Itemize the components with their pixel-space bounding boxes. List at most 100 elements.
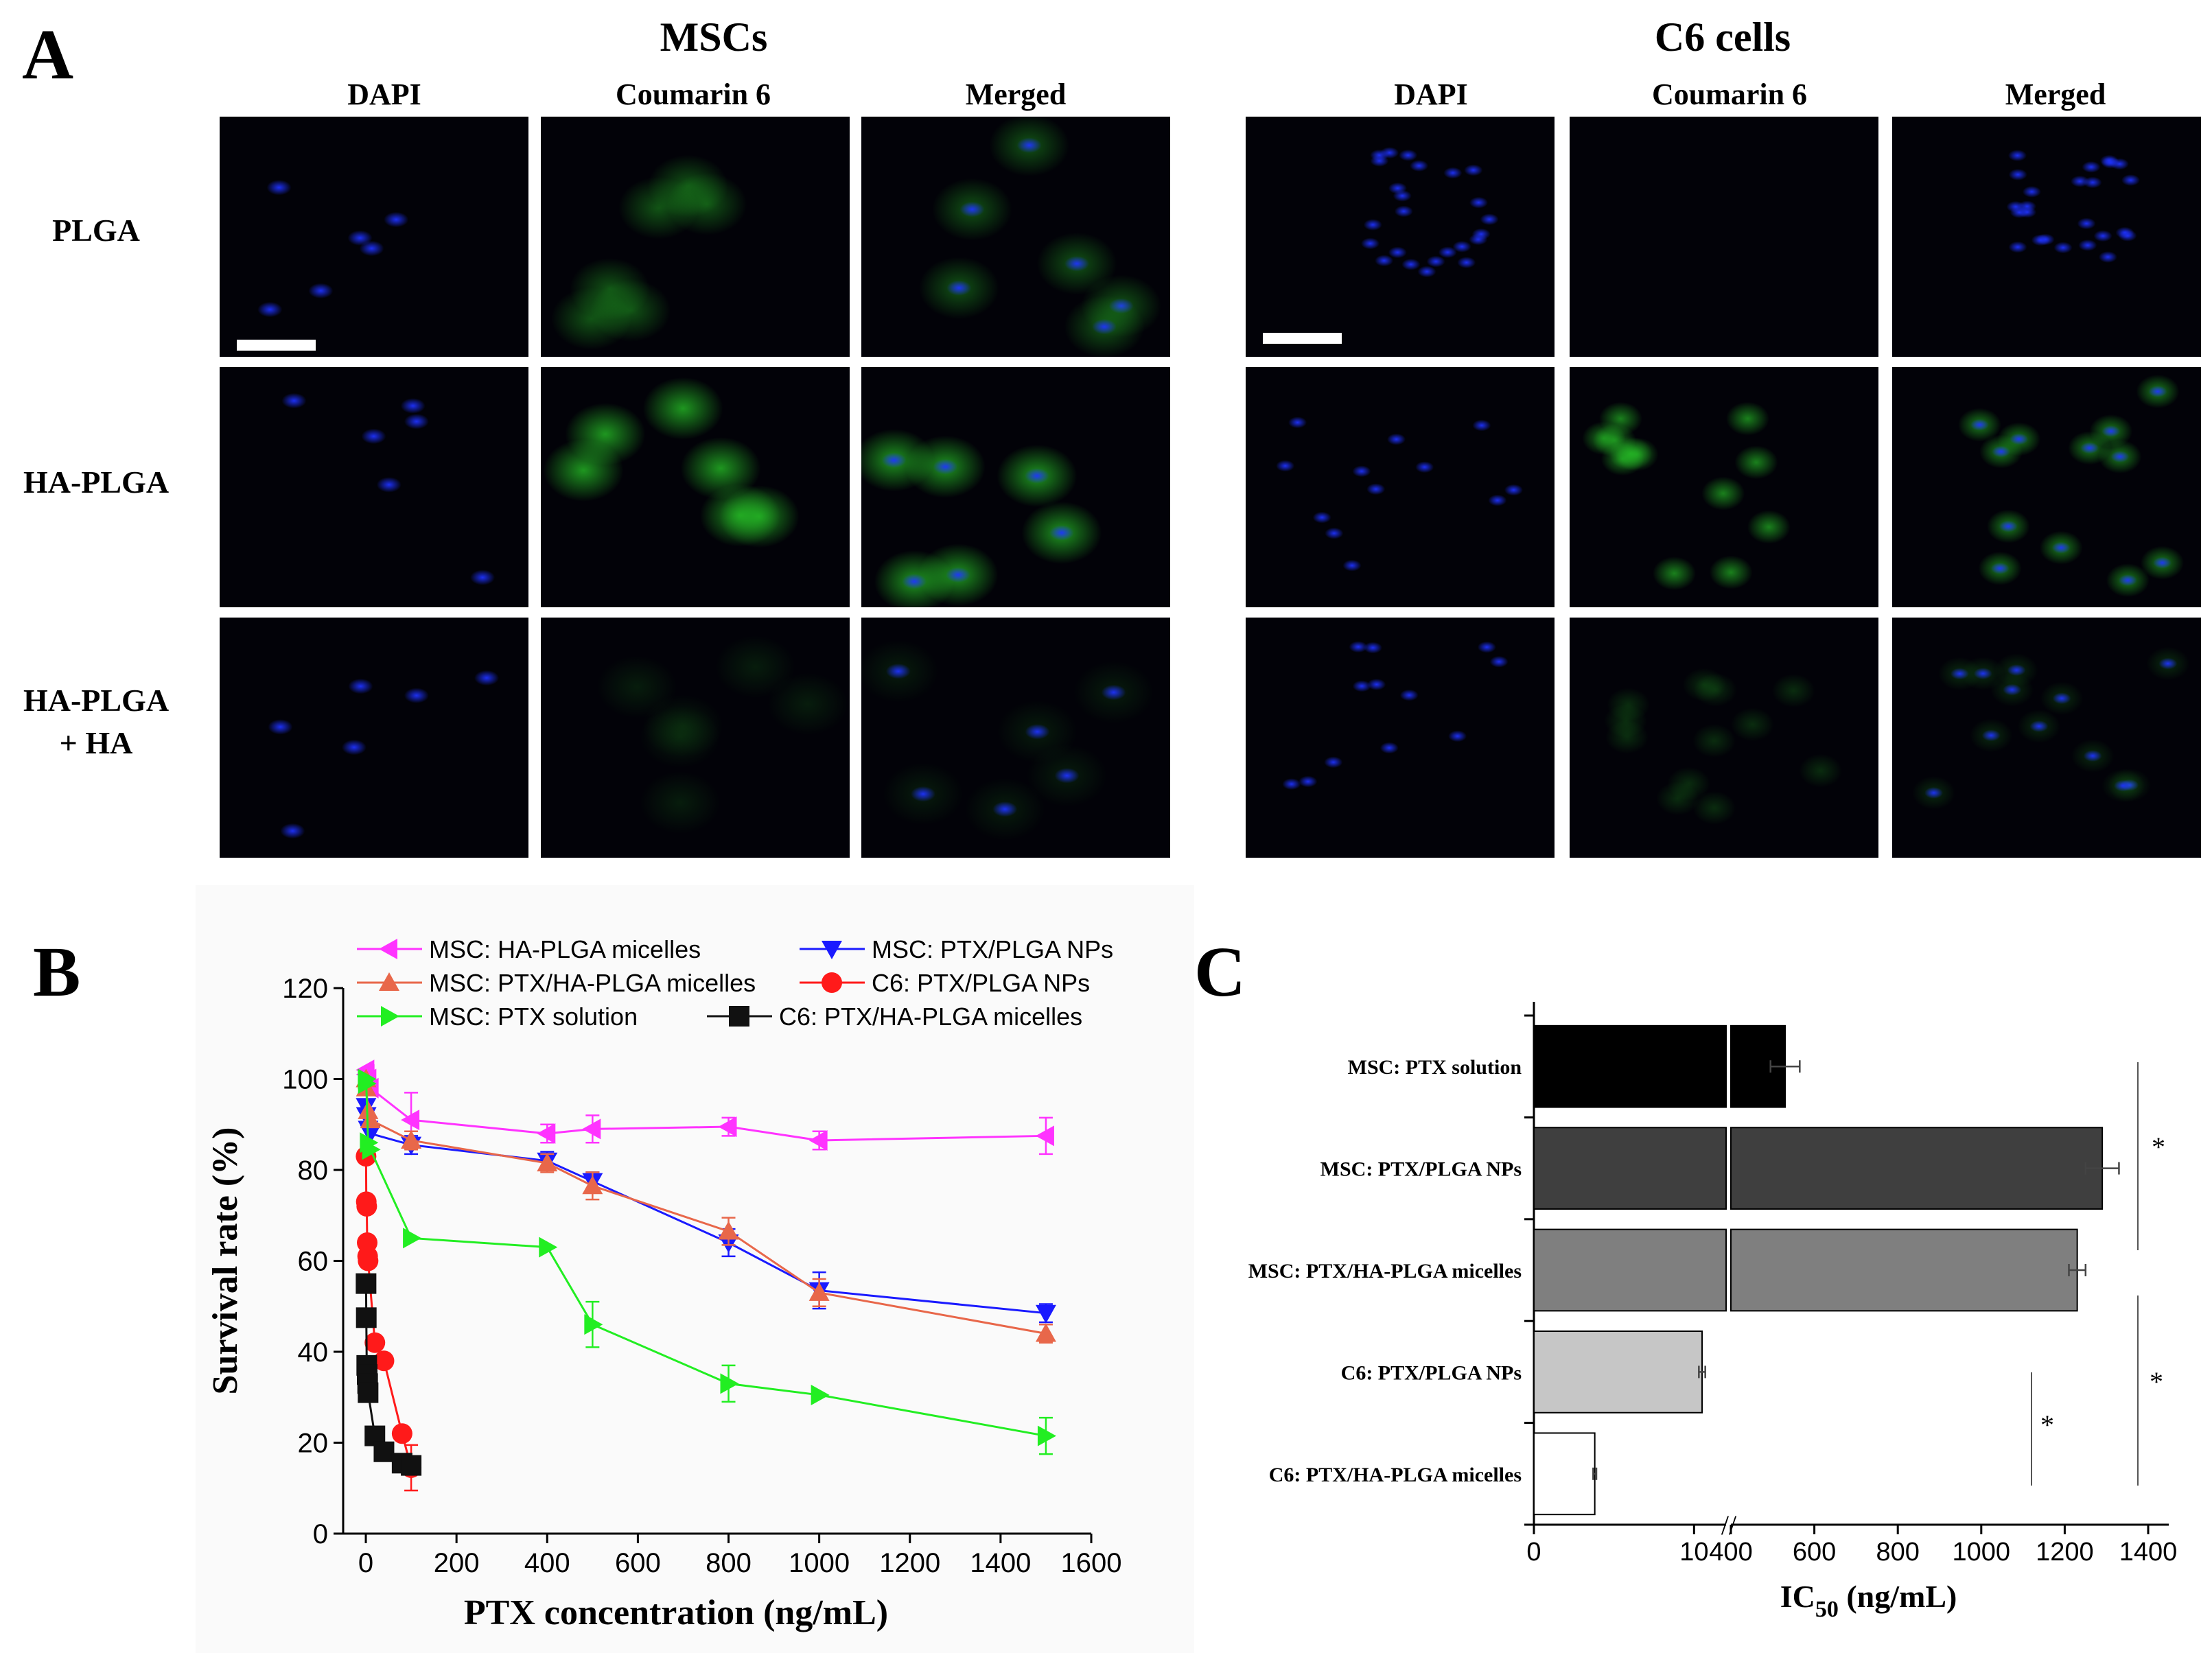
- micrograph-merged-c6-row2: [1892, 367, 2201, 607]
- legend-label: MSC: PTX/PLGA NPs: [872, 935, 1113, 963]
- bar-group-2: MSC: PTX/HA-PLGA micelles: [1248, 1228, 2087, 1312]
- bar-group-4: C6: PTX/HA-PLGA micelles: [1269, 1432, 1598, 1516]
- group-title-mscs: MSCs: [660, 14, 768, 60]
- column-title-dapi-msc: DAPI: [347, 78, 421, 111]
- data-point: [718, 1221, 739, 1240]
- data-point: [356, 1196, 377, 1217]
- y-tick-label: 80: [298, 1156, 329, 1186]
- significance-star: *: [2150, 1366, 2163, 1397]
- bar: [1730, 1127, 2104, 1210]
- column-title-merged-c6: Merged: [2005, 78, 2106, 111]
- y-tick-label: 100: [282, 1065, 328, 1095]
- micrograph-coumarin-msc-row1: [541, 117, 850, 357]
- bar-group-3: C6: PTX/PLGA NPs: [1341, 1330, 1706, 1414]
- micrograph-dapi-msc-row1: [220, 117, 528, 357]
- x-tick-label: 400: [524, 1548, 570, 1578]
- bar-group-1: MSC: PTX/PLGA NPs: [1320, 1127, 2120, 1210]
- y-axis-title: Survival rate (%): [206, 1127, 245, 1395]
- x-tick-label: 600: [615, 1548, 661, 1578]
- data-point: [1035, 1125, 1054, 1147]
- category-label: MSC: PTX solution: [1348, 1056, 1522, 1079]
- chart-b-background: [196, 885, 1194, 1653]
- x-axis-title: PTX concentration (ng/mL): [464, 1593, 888, 1632]
- data-point: [539, 1236, 558, 1258]
- column-title-dapi-c6: DAPI: [1394, 78, 1468, 111]
- series-4: [358, 1068, 1056, 1455]
- data-point: [403, 1228, 422, 1249]
- data-point: [811, 1384, 830, 1405]
- data-point: [358, 1250, 379, 1271]
- legend-item-0: MSC: HA-PLGA micelles: [357, 935, 701, 963]
- data-point: [822, 972, 842, 993]
- row-label-ha-plga: HA-PLGA: [23, 465, 170, 500]
- x-tick-label: 1000: [789, 1548, 850, 1578]
- y-tick-label: 20: [298, 1429, 329, 1459]
- bar: [1533, 1330, 1703, 1414]
- panel-a-letter: A: [22, 15, 74, 94]
- data-point: [360, 1125, 381, 1144]
- micrograph-coumarin-c6-row1: [1570, 117, 1878, 357]
- data-point: [582, 1175, 603, 1195]
- scale-bar: [237, 340, 316, 351]
- y-tick-label: 120: [282, 974, 328, 1004]
- micrograph-merged-c6-row3: [1892, 618, 2201, 858]
- data-point: [822, 941, 842, 959]
- data-point: [718, 1116, 737, 1138]
- micrograph-dapi-c6-row2: [1246, 367, 1555, 607]
- legend-label: C6: PTX/PLGA NPs: [872, 969, 1090, 997]
- panel-c-letter: C: [1194, 933, 1246, 1011]
- category-label: MSC: PTX/PLGA NPs: [1320, 1158, 1522, 1181]
- micrograph-merged-msc-row2: [861, 367, 1170, 607]
- data-point: [373, 1350, 395, 1372]
- bar: [1533, 1127, 1727, 1210]
- series-line: [364, 1079, 1047, 1438]
- x-tick-label: 1400: [2119, 1538, 2178, 1567]
- series-3: [356, 1146, 422, 1492]
- panel-b-letter: B: [33, 933, 81, 1011]
- data-point: [1037, 1425, 1056, 1446]
- x-tick-label: 200: [434, 1548, 480, 1578]
- micrograph-coumarin-c6-row2: [1570, 367, 1878, 607]
- data-point: [584, 1314, 603, 1335]
- micrograph-merged-c6-row1: [1892, 117, 2201, 357]
- x-tick-label: 1400: [970, 1548, 1031, 1578]
- data-point: [582, 1118, 601, 1140]
- legend-label: MSC: HA-PLGA micelles: [429, 935, 701, 963]
- legend-label: MSC: PTX/HA-PLGA micelles: [429, 969, 756, 997]
- x-tick-label: 800: [1876, 1538, 1919, 1567]
- data-point: [401, 1110, 420, 1131]
- data-point: [358, 1073, 377, 1094]
- column-title-coumarin-c6: Coumarin 6: [1651, 78, 1808, 111]
- legend-item-4: MSC: PTX solution: [357, 1003, 638, 1031]
- micrograph-coumarin-msc-row2: [541, 367, 850, 607]
- legend-item-3: C6: PTX/PLGA NPs: [800, 969, 1090, 997]
- micrograph-coumarin-msc-row3: [541, 618, 850, 858]
- data-point: [537, 1153, 558, 1172]
- category-label: C6: PTX/HA-PLGA micelles: [1269, 1464, 1522, 1486]
- data-point: [1035, 1323, 1056, 1342]
- group-title-c6: C6 cells: [1654, 14, 1791, 60]
- scale-bar: [1263, 333, 1342, 344]
- x-tick-label: 1200: [879, 1548, 940, 1578]
- data-point: [808, 1129, 828, 1151]
- x-tick-label: 1600: [1061, 1548, 1122, 1578]
- micrograph-dapi-msc-row3: [220, 618, 528, 858]
- data-point: [358, 1382, 379, 1403]
- y-tick-label: 60: [298, 1247, 329, 1277]
- legend-label: MSC: PTX solution: [429, 1003, 638, 1031]
- bar-group-0: MSC: PTX solution: [1348, 1024, 1801, 1108]
- x-tick-label: 800: [706, 1548, 752, 1578]
- column-title-coumarin-msc: Coumarin 6: [615, 78, 771, 111]
- data-point: [356, 1307, 377, 1328]
- data-point: [373, 1441, 395, 1462]
- micrograph-dapi-c6-row3: [1246, 618, 1555, 858]
- x-tick-label: 600: [1793, 1538, 1836, 1567]
- micrograph-merged-msc-row1: [861, 117, 1170, 357]
- legend-item-2: MSC: PTX/HA-PLGA micelles: [357, 969, 756, 997]
- y-tick-label: 40: [298, 1337, 329, 1368]
- series-5: [356, 1273, 422, 1476]
- row-label-plga: PLGA: [52, 213, 140, 248]
- column-title-merged-msc: Merged: [965, 78, 1067, 111]
- bar: [1730, 1228, 2078, 1312]
